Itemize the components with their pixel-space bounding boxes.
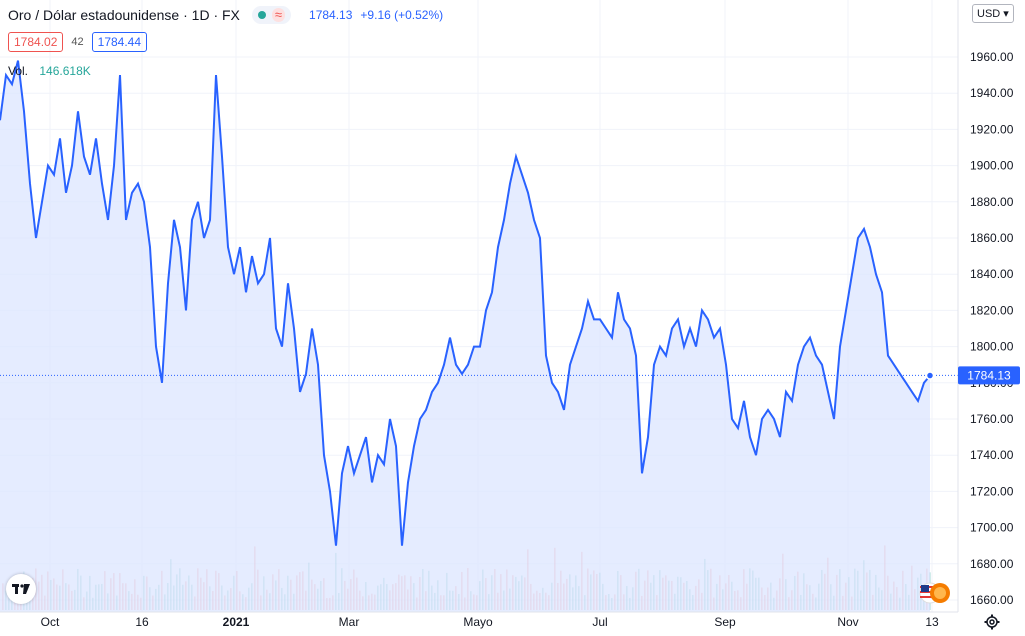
last-price: 1784.13 — [309, 8, 353, 22]
price-tick-label: 1800.00 — [970, 340, 1014, 354]
price-tick-label: 1960.00 — [970, 50, 1014, 64]
sell-button[interactable]: 1784.02 — [8, 32, 64, 52]
last-price-dot — [925, 371, 935, 380]
currency-label: USD — [977, 8, 1001, 20]
market-status-pill[interactable]: ≈ — [251, 6, 292, 24]
bid-ask-panel: 1784.02 42 1784.44 — [8, 32, 148, 52]
price-change: +9.16 (+0.52%) — [360, 8, 444, 22]
price-tick-label: 1920.00 — [970, 122, 1014, 136]
us-flag-icon[interactable] — [918, 582, 950, 604]
gear-icon[interactable] — [984, 614, 1000, 630]
price-tick-label: 1660.00 — [970, 593, 1014, 607]
price-tick-label: 1680.00 — [970, 557, 1014, 571]
time-tick-label: 16 — [135, 615, 149, 629]
time-tick-label: Mayo — [463, 615, 493, 629]
price-line — [0, 60, 931, 546]
price-tick-label: 1940.00 — [970, 86, 1014, 100]
price-tick-label: 1700.00 — [970, 521, 1014, 535]
price-tick-label: 1900.00 — [970, 159, 1014, 173]
time-tick-label: Sep — [714, 615, 736, 629]
symbol-header[interactable]: Oro / Dólar estadounidense · 1D · FX ≈ 1… — [8, 6, 443, 24]
market-open-dot-icon — [257, 11, 266, 19]
currency-select[interactable]: USD ▾ — [972, 4, 1014, 23]
time-tick-label: Jul — [592, 615, 607, 629]
price-tick-label: 1880.00 — [970, 195, 1014, 209]
time-axis[interactable]: Oct 16 2021 Mar Mayo Jul Sep Nov 13 — [41, 615, 939, 629]
symbol-title[interactable]: Oro / Dólar estadounidense · 1D · FX — [8, 7, 240, 23]
price-axis[interactable]: 1960.00 1940.00 1920.00 1900.00 1880.00 1860.… — [970, 50, 1014, 607]
chevron-down-icon: ▾ — [1000, 8, 1009, 20]
volume-legend[interactable]: Vol. 146.618K — [8, 64, 91, 78]
price-tick-label: 1820.00 — [970, 303, 1014, 317]
time-tick-label: Nov — [837, 615, 858, 629]
last-price-label: 1784.13 — [958, 366, 1020, 385]
volume-value: 146.618K — [39, 64, 91, 78]
price-tick-label: 1720.00 — [970, 484, 1014, 498]
buy-button[interactable]: 1784.44 — [91, 32, 148, 52]
last-price-value: 1784.13 — [967, 368, 1011, 382]
price-tick-label: 1860.00 — [970, 231, 1014, 245]
price-tick-label: 1760.00 — [970, 412, 1014, 426]
time-tick-label: Mar — [339, 615, 360, 629]
price-tick-label: 1740.00 — [970, 448, 1014, 462]
approx-icon: ≈ — [271, 8, 286, 22]
time-tick-label: Oct — [41, 615, 60, 629]
tradingview-logo-icon[interactable] — [6, 574, 36, 604]
time-tick-label: 2021 — [223, 615, 250, 629]
volume-label: Vol. — [8, 64, 29, 78]
time-tick-label: 13 — [925, 615, 939, 629]
spread-value: 42 — [71, 36, 84, 48]
price-area — [0, 60, 930, 613]
price-tick-label: 1840.00 — [970, 267, 1014, 281]
